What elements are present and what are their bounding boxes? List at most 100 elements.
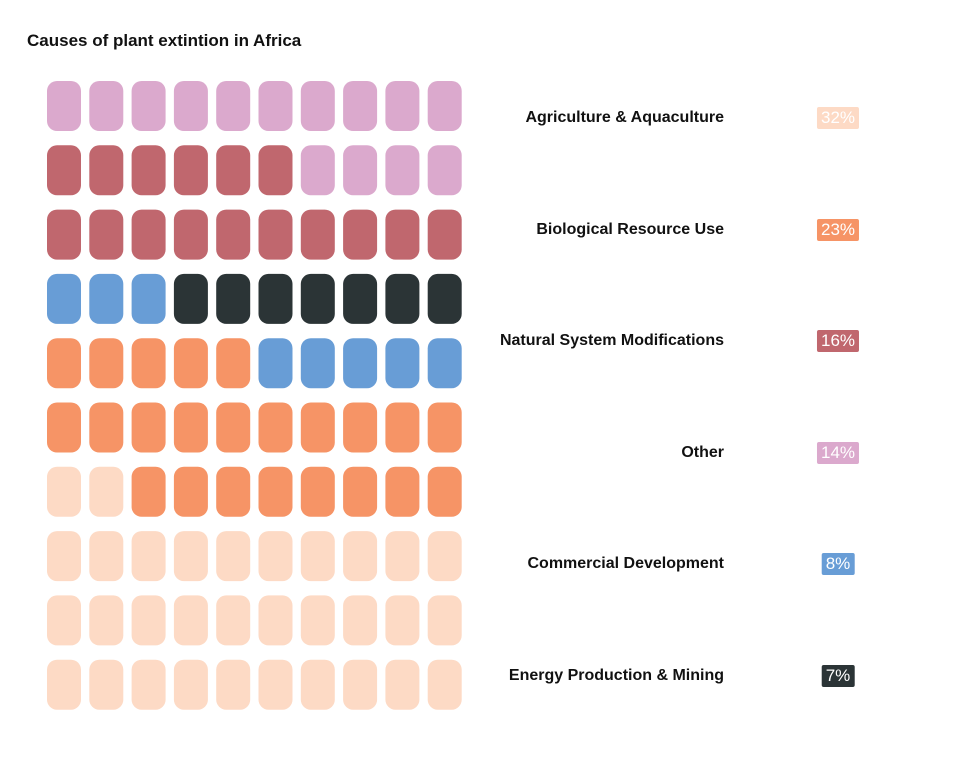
waffle-cell	[343, 338, 378, 389]
waffle-cell	[173, 466, 208, 517]
waffle-cell	[300, 209, 335, 260]
waffle-cell	[173, 402, 208, 453]
waffle-cell	[385, 402, 420, 453]
waffle-cell	[173, 659, 208, 710]
legend-label: Agriculture & Aquaculture	[525, 109, 724, 126]
waffle-cell	[47, 531, 81, 582]
waffle-cell	[427, 338, 462, 389]
waffle-cell	[216, 338, 251, 389]
waffle-cell	[385, 595, 420, 646]
legend-label: Biological Resource Use	[536, 220, 724, 238]
legend-percent-badge: 14%	[816, 441, 860, 464]
waffle-cell	[216, 531, 251, 582]
waffle-cell	[216, 659, 251, 710]
waffle-cell	[47, 209, 81, 260]
waffle-cell	[300, 81, 335, 131]
waffle-cell	[173, 531, 208, 582]
waffle-cell	[258, 659, 293, 710]
waffle-cell	[47, 595, 81, 646]
waffle-cell	[173, 81, 208, 131]
waffle-cell	[89, 81, 124, 131]
waffle-cell	[216, 595, 251, 646]
waffle-cell	[89, 402, 124, 453]
waffle-cell	[385, 81, 420, 131]
waffle-cell	[89, 145, 124, 196]
waffle-cell	[216, 81, 251, 131]
waffle-cell	[89, 595, 124, 646]
waffle-cell	[343, 531, 378, 582]
waffle-cell	[427, 531, 462, 582]
waffle-cell	[343, 81, 378, 131]
waffle-cell	[173, 595, 208, 646]
waffle-cell	[385, 145, 420, 196]
waffle-cell	[131, 531, 166, 582]
waffle-cell	[89, 466, 124, 517]
waffle-cell	[427, 659, 462, 710]
legend-label: Commercial Development	[527, 555, 724, 573]
waffle-cell	[427, 466, 462, 517]
waffle-cell	[385, 466, 420, 517]
legend-percent-badge: 7%	[821, 665, 855, 687]
waffle-cell	[343, 659, 378, 710]
waffle-cell	[131, 659, 166, 710]
waffle-cell	[300, 338, 335, 389]
waffle-cell	[300, 595, 335, 646]
waffle-cell	[131, 338, 166, 389]
waffle-cell	[343, 273, 378, 324]
waffle-cell	[216, 273, 251, 324]
waffle-cell	[131, 145, 166, 196]
waffle-cell	[47, 659, 81, 710]
waffle-cell	[173, 145, 208, 196]
waffle-cell	[47, 466, 81, 517]
waffle-cell	[47, 338, 81, 389]
waffle-cell	[258, 145, 293, 196]
waffle-cell	[300, 659, 335, 710]
waffle-cell	[131, 402, 166, 453]
waffle-cell	[385, 209, 420, 260]
waffle-cell	[300, 145, 335, 196]
waffle-cell	[216, 209, 251, 260]
waffle-cell	[385, 273, 420, 324]
waffle-cell	[258, 209, 293, 260]
waffle-cell	[427, 81, 462, 131]
chart-title: Causes of plant extintion in Africa	[27, 31, 302, 50]
waffle-cell	[131, 466, 166, 517]
waffle-cell	[47, 81, 81, 131]
waffle-cell	[47, 145, 81, 196]
waffle-cell	[216, 402, 251, 453]
waffle-cell	[89, 338, 124, 389]
waffle-cell	[89, 531, 124, 582]
waffle-cell	[47, 402, 81, 453]
waffle-cell	[216, 145, 251, 196]
waffle-cell	[258, 273, 293, 324]
waffle-cell	[427, 209, 462, 260]
waffle-cell	[385, 659, 420, 710]
legend-percent-badge: 8%	[821, 553, 855, 576]
waffle-cell	[427, 273, 462, 324]
waffle-cell	[258, 81, 293, 131]
waffle-cell	[173, 338, 208, 389]
waffle-cell	[258, 466, 293, 517]
waffle-cell	[258, 595, 293, 646]
waffle-cell	[131, 595, 166, 646]
waffle-cell	[300, 273, 335, 324]
waffle-cell	[300, 531, 335, 582]
waffle-cell	[258, 402, 293, 453]
legend-percent-badge: 32%	[816, 107, 860, 129]
waffle-cell	[173, 209, 208, 260]
waffle-cell	[300, 466, 335, 517]
waffle-cell	[47, 273, 81, 324]
legend-percent-badge: 16%	[816, 330, 860, 353]
waffle-cell	[258, 338, 293, 389]
waffle-cell	[427, 595, 462, 646]
waffle-cell	[89, 209, 124, 260]
waffle-cell	[343, 595, 378, 646]
waffle-cell	[89, 659, 124, 710]
legend-label: Energy Production & Mining	[508, 667, 724, 684]
waffle-cell	[131, 81, 166, 131]
waffle-cell	[343, 466, 378, 517]
waffle-cell	[385, 531, 420, 582]
waffle-cell	[427, 402, 462, 453]
waffle-cell	[258, 531, 293, 582]
